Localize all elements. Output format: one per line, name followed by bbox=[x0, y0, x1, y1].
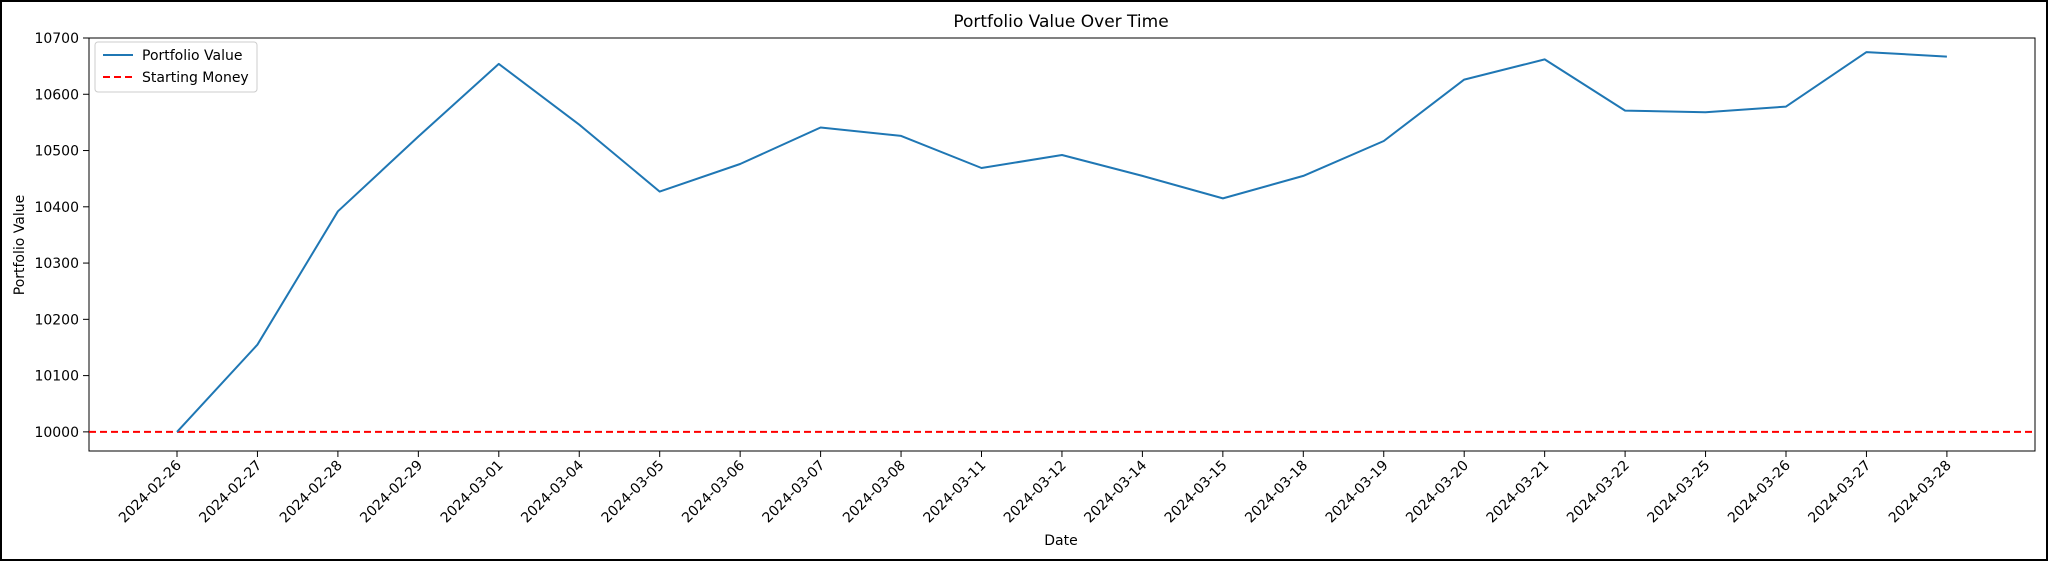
x-tick-label: 2024-03-06 bbox=[679, 457, 748, 526]
x-tick-label: 2024-03-11 bbox=[920, 458, 989, 527]
x-axis-title: Date bbox=[1044, 533, 1077, 549]
x-tick-label: 2024-02-26 bbox=[116, 457, 185, 526]
x-tick-label: 2024-02-29 bbox=[357, 458, 426, 527]
x-axis: 2024-02-26 2024-02-27 2024-02-28 2024-02-29… bbox=[116, 451, 1955, 526]
x-tick-label: 2024-03-08 bbox=[840, 458, 909, 527]
y-tick-label: 10100 bbox=[34, 369, 79, 385]
x-tick-label: 2024-03-20 bbox=[1403, 458, 1472, 527]
x-tick-label: 2024-03-28 bbox=[1886, 458, 1955, 527]
x-tick-label: 2024-03-19 bbox=[1323, 458, 1392, 527]
x-tick-label: 2024-03-05 bbox=[599, 458, 668, 527]
legend-label-portfolio-value: Portfolio Value bbox=[142, 48, 243, 64]
y-axis: 10000 10100 10200 10300 10400 10500 10600 10700 bbox=[34, 31, 89, 441]
y-tick-label: 10400 bbox=[34, 200, 79, 216]
x-tick-label: 2024-03-22 bbox=[1564, 458, 1633, 527]
x-tick-label: 2024-03-27 bbox=[1805, 458, 1874, 527]
y-tick-label: 10200 bbox=[34, 312, 79, 328]
x-tick-label: 2024-03-12 bbox=[1001, 458, 1070, 527]
x-tick-label: 2024-03-21 bbox=[1484, 458, 1553, 527]
x-tick-label: 2024-03-25 bbox=[1645, 458, 1714, 527]
y-tick-label: 10000 bbox=[34, 425, 79, 441]
series-line bbox=[176, 51, 1947, 433]
y-tick-label: 10500 bbox=[34, 144, 79, 160]
x-tick-label: 2024-03-26 bbox=[1725, 457, 1794, 526]
x-tick-label: 2024-03-01 bbox=[438, 458, 507, 527]
x-tick-label: 2024-03-14 bbox=[1081, 457, 1150, 526]
x-tick-label: 2024-02-27 bbox=[196, 458, 265, 527]
chart-title: Portfolio Value Over Time bbox=[953, 12, 1168, 32]
legend-box bbox=[94, 41, 258, 93]
y-tick-label: 10600 bbox=[34, 87, 79, 103]
y-tick-label: 10700 bbox=[34, 31, 79, 47]
legend: Portfolio Value Starting Money bbox=[94, 41, 258, 93]
y-axis-title: Portfolio Value bbox=[12, 195, 28, 296]
x-tick-label: 2024-03-15 bbox=[1162, 458, 1231, 527]
legend-label-starting-money: Starting Money bbox=[142, 70, 249, 86]
x-tick-label: 2024-03-18 bbox=[1242, 458, 1311, 527]
x-tick-label: 2024-03-07 bbox=[760, 458, 829, 527]
y-tick-label: 10300 bbox=[34, 256, 79, 272]
x-tick-label: 2024-03-04 bbox=[518, 457, 587, 526]
x-tick-label: 2024-02-28 bbox=[277, 458, 346, 527]
series-lines bbox=[176, 51, 1947, 433]
plot-area bbox=[88, 37, 2036, 452]
